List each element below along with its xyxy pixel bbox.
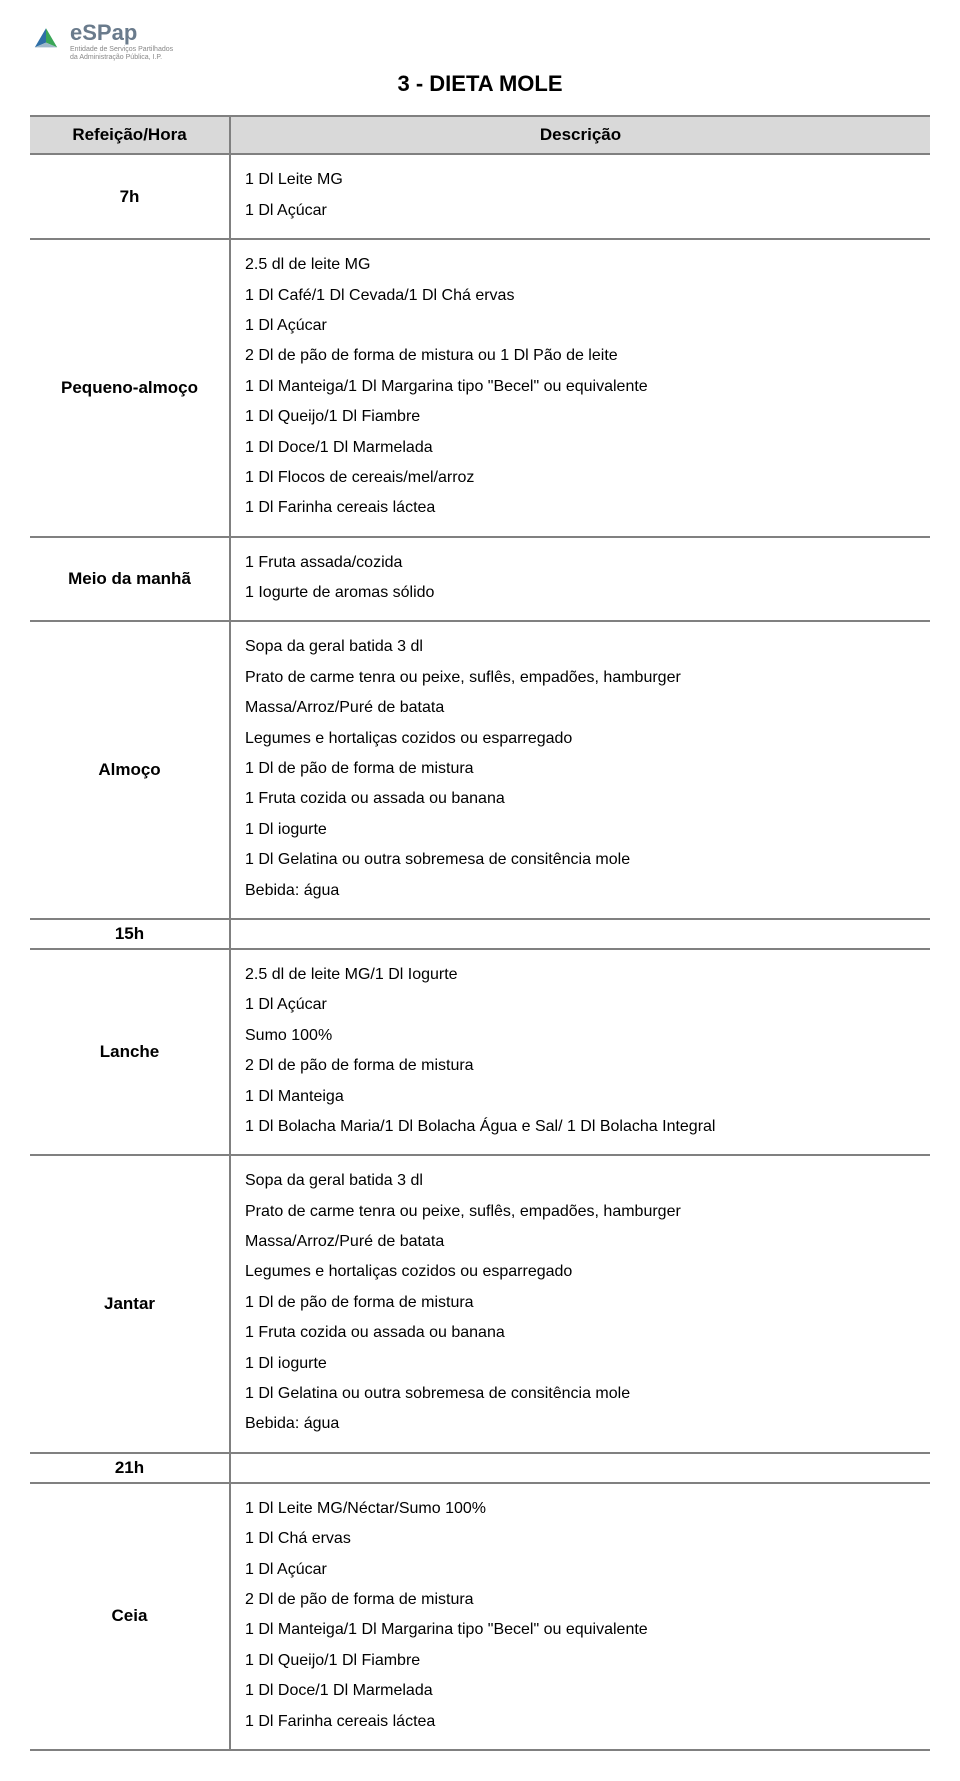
description-line: 1 Dl Chá ervas [245,1524,916,1554]
meal-label: 15h [30,919,230,949]
meal-label: Ceia [30,1483,230,1750]
description-line: 1 Dl Doce/1 Dl Marmelada [245,433,916,463]
meal-label: Almoço [30,621,230,919]
meal-label: Meio da manhã [30,537,230,622]
meal-description: 2.5 dl de leite MG1 Dl Café/1 Dl Cevada/… [230,239,930,537]
description-line: 2.5 dl de leite MG/1 Dl Iogurte [245,960,916,990]
table-row: 21h [30,1453,930,1483]
description-line: Legumes e hortaliças cozidos ou esparreg… [245,724,916,754]
description-line: 1 Dl Gelatina ou outra sobremesa de cons… [245,845,916,875]
description-line: Bebida: água [245,1409,916,1439]
description-line: Massa/Arroz/Puré de batata [245,693,916,723]
table-header-row: Refeição/Hora Descrição [30,116,930,154]
description-line: 1 Dl Manteiga [245,1082,916,1112]
logo-text: eSPap Entidade de Serviços Partilhados d… [70,20,173,61]
description-line: 1 Dl Queijo/1 Dl Fiambre [245,402,916,432]
meal-description: Sopa da geral batida 3 dlPrato de carme … [230,1155,930,1453]
table-row: 15h [30,919,930,949]
description-line: 1 Dl iogurte [245,815,916,845]
description-line: 1 Dl Doce/1 Dl Marmelada [245,1676,916,1706]
description-line: Sumo 100% [245,1021,916,1051]
logo-block: eSPap Entidade de Serviços Partilhados d… [30,20,930,61]
header-desc: Descrição [230,116,930,154]
description-line: 1 Iogurte de aromas sólido [245,578,916,608]
table-row: AlmoçoSopa da geral batida 3 dlPrato de … [30,621,930,919]
description-line: 2.5 dl de leite MG [245,250,916,280]
description-line: 1 Dl Leite MG/Néctar/Sumo 100% [245,1494,916,1524]
description-line: 1 Dl Açúcar [245,196,916,226]
meal-description: 2.5 dl de leite MG/1 Dl Iogurte1 Dl Açúc… [230,949,930,1155]
description-line: 1 Dl Flocos de cereais/mel/arroz [245,463,916,493]
meal-description: 1 Dl Leite MG/Néctar/Sumo 100%1 Dl Chá e… [230,1483,930,1750]
meal-label: 21h [30,1453,230,1483]
description-line: Legumes e hortaliças cozidos ou esparreg… [245,1257,916,1287]
logo-brand: eSPap [70,20,173,46]
description-line: Prato de carme tenra ou peixe, suflês, e… [245,1197,916,1227]
description-line: 1 Dl Bolacha Maria/1 Dl Bolacha Água e S… [245,1112,916,1142]
description-line: Bebida: água [245,876,916,906]
description-line: Prato de carme tenra ou peixe, suflês, e… [245,663,916,693]
meal-label: Jantar [30,1155,230,1453]
description-line: 1 Dl Farinha cereais láctea [245,493,916,523]
description-line: 1 Dl Açúcar [245,990,916,1020]
description-line: 1 Dl de pão de forma de mistura [245,1288,916,1318]
description-line: 1 Dl Açúcar [245,1555,916,1585]
description-line: 1 Dl iogurte [245,1349,916,1379]
description-line: Massa/Arroz/Puré de batata [245,1227,916,1257]
table-row: JantarSopa da geral batida 3 dlPrato de … [30,1155,930,1453]
description-line: 1 Fruta cozida ou assada ou banana [245,784,916,814]
description-line: 2 Dl de pão de forma de mistura ou 1 Dl … [245,341,916,371]
description-line: 1 Dl Farinha cereais láctea [245,1707,916,1737]
description-line: 1 Dl Leite MG [245,165,916,195]
meal-description: Sopa da geral batida 3 dlPrato de carme … [230,621,930,919]
logo-icon [30,25,62,57]
meal-description [230,1453,930,1483]
description-line: 2 Dl de pão de forma de mistura [245,1585,916,1615]
diet-table: Refeição/Hora Descrição 7h1 Dl Leite MG1… [30,115,930,1751]
description-line: Sopa da geral batida 3 dl [245,1166,916,1196]
description-line: 1 Dl Açúcar [245,311,916,341]
logo-sub2: da Administração Pública, I.P. [70,54,173,62]
table-row: Meio da manhã1 Fruta assada/cozida1 Iogu… [30,537,930,622]
description-line: 1 Dl Gelatina ou outra sobremesa de cons… [245,1379,916,1409]
meal-description [230,919,930,949]
meal-description: 1 Fruta assada/cozida1 Iogurte de aromas… [230,537,930,622]
meal-description: 1 Dl Leite MG1 Dl Açúcar [230,154,930,239]
description-line: Sopa da geral batida 3 dl [245,632,916,662]
description-line: 1 Dl Café/1 Dl Cevada/1 Dl Chá ervas [245,281,916,311]
description-line: 1 Dl de pão de forma de mistura [245,754,916,784]
logo-sub1: Entidade de Serviços Partilhados [70,46,173,54]
description-line: 1 Fruta cozida ou assada ou banana [245,1318,916,1348]
page-title: 3 - DIETA MOLE [30,71,930,97]
description-line: 1 Dl Queijo/1 Dl Fiambre [245,1646,916,1676]
description-line: 1 Fruta assada/cozida [245,548,916,578]
meal-label: Pequeno-almoço [30,239,230,537]
header-meal: Refeição/Hora [30,116,230,154]
table-row: Pequeno-almoço 2.5 dl de leite MG1 Dl Ca… [30,239,930,537]
description-line: 1 Dl Manteiga/1 Dl Margarina tipo "Becel… [245,1615,916,1645]
table-row: Ceia1 Dl Leite MG/Néctar/Sumo 100%1 Dl C… [30,1483,930,1750]
description-line: 2 Dl de pão de forma de mistura [245,1051,916,1081]
description-line: 1 Dl Manteiga/1 Dl Margarina tipo "Becel… [245,372,916,402]
meal-label: 7h [30,154,230,239]
table-row: Lanche2.5 dl de leite MG/1 Dl Iogurte1 D… [30,949,930,1155]
table-row: 7h1 Dl Leite MG1 Dl Açúcar [30,154,930,239]
meal-label: Lanche [30,949,230,1155]
